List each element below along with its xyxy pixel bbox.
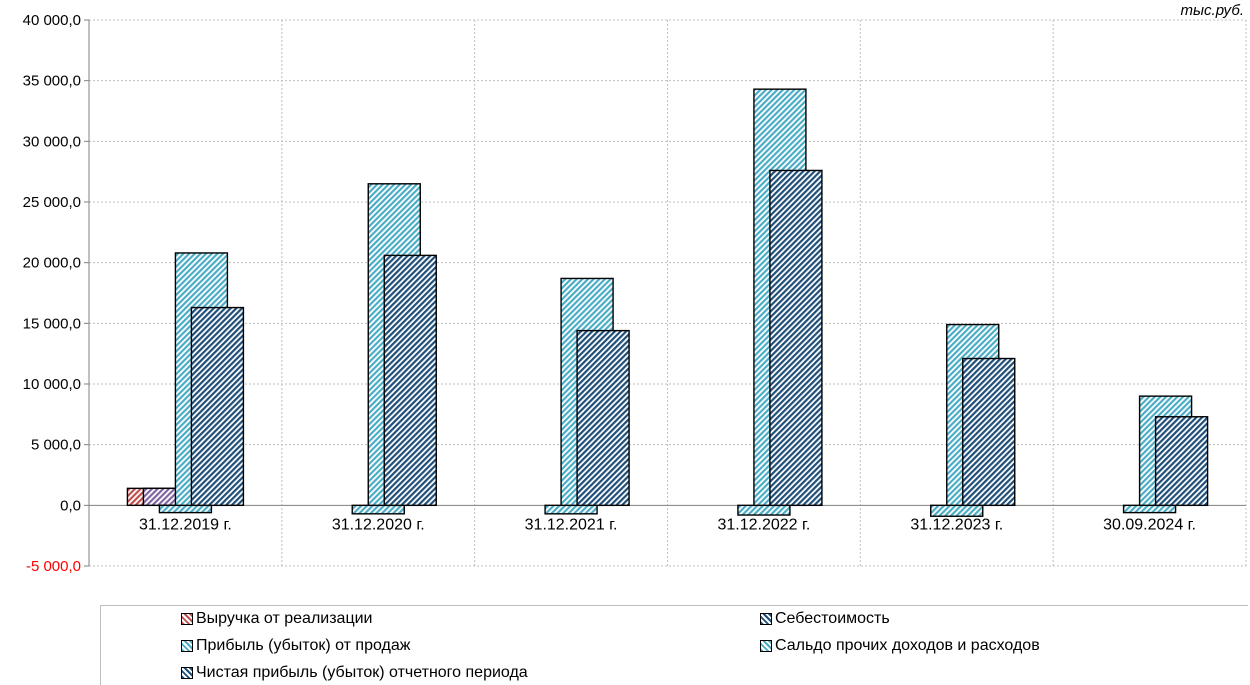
y-tick-label: 35 000,0 xyxy=(23,73,81,90)
y-tick-label: 40 000,0 xyxy=(23,12,81,29)
chart-canvas: -5 000,0 0,0 5 000,0 10 000,0 15 000,0 20 000… xyxy=(23,12,1247,575)
legend-swatch-sales-profit xyxy=(181,640,193,652)
bar xyxy=(351,504,405,515)
x-tick-label: 31.12.2022 г. xyxy=(717,516,810,533)
bar xyxy=(576,329,630,507)
bar xyxy=(383,254,437,507)
legend-label-revenue: Выручка от реализации xyxy=(196,610,373,627)
bar xyxy=(1154,416,1209,507)
y-tick-label: 20 000,0 xyxy=(23,255,81,272)
legend-label-net-profit: Чистая прибыль (убыток) отчетного период… xyxy=(196,664,528,681)
bar xyxy=(190,306,245,507)
bar xyxy=(962,357,1016,507)
bar xyxy=(769,169,823,507)
x-tick-label: 31.12.2023 г. xyxy=(910,516,1003,533)
y-tick-label: 0,0 xyxy=(60,497,81,514)
legend-swatch-net-profit xyxy=(181,667,193,679)
y-tick-label: 10 000,0 xyxy=(23,376,81,393)
bar xyxy=(1122,504,1177,514)
legend-item-revenue: Выручка от реализации xyxy=(181,610,372,628)
legend-label-other-balance: Сальдо прочих доходов и расходов xyxy=(775,637,1040,654)
bar xyxy=(737,504,791,516)
x-tick-label: 30.09.2024 г. xyxy=(1103,516,1196,533)
bar xyxy=(544,504,598,515)
y-tick-label: 15 000,0 xyxy=(23,315,81,332)
legend-label-cost: Себестоимость xyxy=(775,610,890,627)
x-tick-label: 31.12.2021 г. xyxy=(525,516,618,533)
bar-chart: -5 000,0 0,0 5 000,0 10 000,0 15 000,0 20 000… xyxy=(23,2,1247,575)
bar xyxy=(930,504,984,517)
y-tick-label: 25 000,0 xyxy=(23,194,81,211)
y-tick-label: 30 000,0 xyxy=(23,133,81,150)
y-tick-label: 5 000,0 xyxy=(31,437,81,454)
bar xyxy=(158,504,213,514)
y-tick-label: -5 000,0 xyxy=(26,558,81,575)
legend-item-cost: Себестоимость xyxy=(760,610,890,628)
legend-item-sales-profit: Прибыль (убыток) от продаж xyxy=(181,637,410,655)
legend-label-sales-profit: Прибыль (убыток) от продаж xyxy=(196,637,411,654)
legend-item-net-profit: Чистая прибыль (убыток) отчетного период… xyxy=(181,664,528,682)
legend-swatch-other-balance xyxy=(760,640,772,652)
x-tick-label: 31.12.2020 г. xyxy=(332,516,425,533)
legend-swatch-cost xyxy=(760,613,772,625)
legend-item-other-balance: Сальдо прочих доходов и расходов xyxy=(760,637,1040,655)
x-tick-label: 31.12.2019 г. xyxy=(139,516,232,533)
legend-swatch-revenue xyxy=(181,613,193,625)
unit-label: тыс.руб. xyxy=(1180,2,1244,19)
chart-legend: Выручка от реализации Себестоимость Приб… xyxy=(100,605,1248,685)
